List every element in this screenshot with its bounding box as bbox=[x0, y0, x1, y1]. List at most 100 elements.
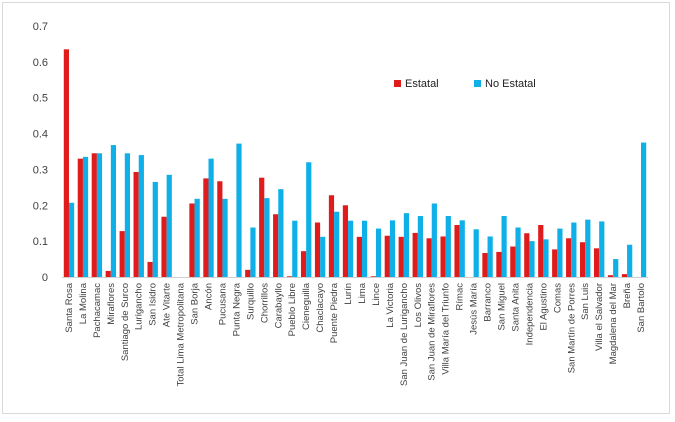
bar-no-estatal bbox=[417, 216, 423, 277]
bar-no-estatal bbox=[96, 153, 103, 277]
y-tick-label: 0.5 bbox=[33, 93, 48, 105]
legend: Estatal No Estatal bbox=[394, 78, 536, 90]
bar-estatal bbox=[621, 274, 628, 277]
x-tick-label: Pachacamac bbox=[92, 283, 103, 338]
bar-estatal bbox=[580, 242, 586, 277]
bar-no-estatal bbox=[292, 220, 298, 277]
bar-estatal bbox=[607, 275, 614, 277]
bar-no-estatal bbox=[501, 216, 507, 277]
bar-no-estatal bbox=[361, 220, 368, 277]
x-tick-label: Chorrillos bbox=[259, 283, 270, 323]
y-tick-label: 0.6 bbox=[33, 57, 48, 69]
bar-no-estatal bbox=[585, 219, 591, 277]
x-tick-label: San Bartolo bbox=[636, 283, 647, 333]
bar-no-estatal bbox=[222, 198, 228, 277]
x-tick-label: Independencia bbox=[524, 282, 535, 345]
bar-estatal bbox=[496, 251, 502, 277]
y-axis: 0 0.1 0.2 0.3 0.4 0.5 0.6 0.7 bbox=[33, 21, 48, 284]
bar-estatal bbox=[524, 233, 530, 277]
x-tick-label: Puente Piedra bbox=[329, 282, 340, 343]
x-tick-label: San Isidro bbox=[148, 283, 159, 326]
bar-estatal bbox=[63, 49, 69, 278]
y-tick-label: 0.3 bbox=[33, 164, 48, 176]
x-tick-label: Ancón bbox=[204, 283, 215, 310]
bar-no-estatal bbox=[208, 158, 214, 277]
x-axis: Santa Rosa La Molina Pachacamac Miraflores S… bbox=[62, 277, 648, 387]
bar-estatal bbox=[217, 181, 223, 277]
bar-no-estatal bbox=[599, 221, 605, 277]
legend-label: Estatal bbox=[405, 78, 439, 90]
x-tick-label: Lince bbox=[371, 283, 382, 306]
bar-estatal bbox=[273, 214, 279, 277]
x-tick-label: Lima bbox=[357, 282, 368, 303]
bar-no-estatal bbox=[138, 155, 144, 277]
y-tick-label: 0.4 bbox=[33, 129, 48, 141]
bar-estatal bbox=[482, 252, 488, 277]
bar-no-estatal bbox=[236, 143, 242, 277]
bar-no-estatal bbox=[264, 198, 270, 277]
x-tick-label: La Molina bbox=[78, 282, 89, 324]
bar-estatal bbox=[552, 249, 558, 277]
bar-estatal bbox=[314, 222, 321, 277]
x-tick-label: San Martín de Porres bbox=[566, 283, 577, 374]
bar-no-estatal bbox=[473, 229, 479, 277]
bar-estatal bbox=[566, 238, 572, 277]
bar-estatal bbox=[105, 270, 111, 277]
bar-no-estatal bbox=[110, 145, 117, 277]
bars bbox=[63, 49, 647, 278]
bar-no-estatal bbox=[487, 236, 493, 277]
x-tick-label: Villa el Salvador bbox=[594, 283, 605, 351]
bar-estatal bbox=[161, 216, 167, 277]
legend-swatch bbox=[474, 80, 481, 87]
x-tick-label: Ate Vitarte bbox=[162, 283, 173, 327]
x-tick-label: Pueblo Libre bbox=[287, 283, 298, 336]
y-tick-label: 0 bbox=[42, 272, 48, 284]
bar-no-estatal bbox=[68, 202, 75, 277]
bar-no-estatal bbox=[613, 259, 619, 277]
x-tick-label: Miraflores bbox=[106, 283, 117, 325]
bar-estatal bbox=[300, 251, 307, 277]
x-tick-label: Breña bbox=[622, 282, 633, 308]
bar-estatal bbox=[412, 232, 418, 277]
bar-estatal bbox=[119, 231, 125, 277]
bar-no-estatal bbox=[403, 213, 410, 277]
x-tick-label: Carabayllo bbox=[273, 283, 284, 328]
bar-estatal bbox=[259, 177, 265, 277]
bar-estatal bbox=[440, 236, 446, 277]
bar-no-estatal bbox=[445, 216, 451, 277]
bar-estatal bbox=[356, 236, 362, 277]
bar-no-estatal bbox=[278, 189, 284, 277]
x-tick-label: Villa María del Triunfo bbox=[441, 283, 452, 375]
bar-no-estatal bbox=[529, 241, 535, 277]
x-tick-label: Punta Negra bbox=[231, 282, 242, 336]
bar-estatal bbox=[328, 195, 335, 277]
bar-no-estatal bbox=[348, 220, 354, 277]
bar-estatal bbox=[147, 261, 153, 277]
bar-estatal bbox=[454, 225, 460, 277]
bar-no-estatal bbox=[82, 156, 89, 277]
x-tick-label: Surquillo bbox=[245, 283, 256, 320]
bar-no-estatal bbox=[250, 227, 256, 277]
bar-no-estatal bbox=[334, 211, 340, 277]
x-tick-label: Lurín bbox=[343, 283, 354, 305]
x-tick-label: Magdalena del Mar bbox=[608, 283, 619, 364]
bar-estatal bbox=[189, 203, 195, 277]
bar-no-estatal bbox=[389, 220, 396, 277]
bar-estatal bbox=[91, 153, 97, 277]
x-tick-label: La Victoria bbox=[385, 282, 396, 327]
bar-estatal bbox=[510, 246, 516, 277]
bar-no-estatal bbox=[431, 203, 437, 277]
bar-estatal bbox=[342, 205, 349, 277]
bar-no-estatal bbox=[543, 239, 549, 277]
bar-estatal bbox=[370, 276, 376, 277]
x-tick-label: Cieneguilla bbox=[301, 282, 312, 330]
bar-estatal bbox=[287, 276, 293, 277]
bar-no-estatal bbox=[459, 220, 465, 277]
x-tick-label: Santiago de Surco bbox=[120, 283, 131, 361]
bar-no-estatal bbox=[641, 142, 647, 277]
bar-no-estatal bbox=[152, 181, 158, 277]
x-tick-label: Jesús María bbox=[469, 282, 480, 334]
bar-estatal bbox=[593, 248, 600, 277]
x-tick-label: Rímac bbox=[455, 283, 466, 311]
